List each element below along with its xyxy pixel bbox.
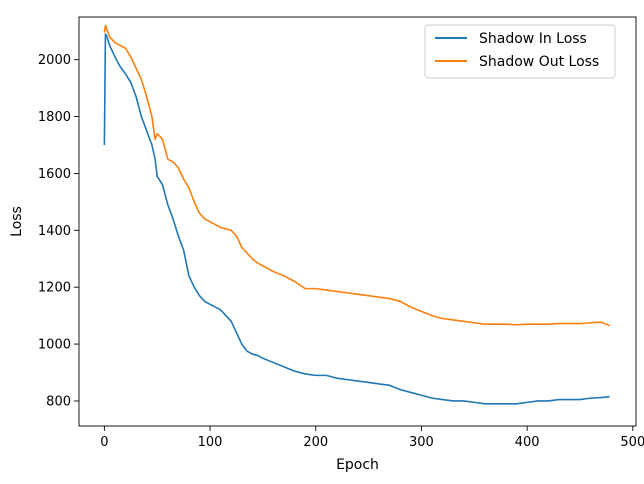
- x-axis-label: Epoch: [336, 457, 379, 473]
- y-tick-label: 1800: [38, 110, 71, 125]
- y-tick-label: 2000: [38, 53, 71, 68]
- legend: Shadow In Loss Shadow Out Loss: [424, 24, 616, 79]
- x-tick-label: 400: [515, 435, 540, 450]
- x-tick-label: 500: [620, 435, 644, 450]
- x-axis: 0 100 200 300 400 500: [100, 426, 644, 450]
- plot-frame: [78, 16, 637, 427]
- legend-box: [424, 24, 616, 79]
- x-tick-label: 100: [198, 435, 223, 450]
- series-line-0: [103, 33, 610, 405]
- y-tick-label: 1400: [38, 224, 71, 239]
- legend-label-shadow-out: Shadow Out Loss: [479, 54, 599, 70]
- y-tick-label: 1000: [38, 338, 71, 353]
- y-axis-label: Loss: [9, 206, 25, 237]
- plot-layer: [103, 24, 610, 405]
- x-tick-label: 200: [303, 435, 328, 450]
- legend-label-shadow-in: Shadow In Loss: [479, 31, 587, 47]
- series-line-1: [103, 24, 610, 327]
- x-tick-label: 0: [100, 435, 108, 450]
- x-tick-label: 300: [409, 435, 434, 450]
- y-tick-label: 1200: [38, 281, 71, 296]
- y-tick-label: 1600: [38, 167, 71, 182]
- y-tick-label: 800: [46, 394, 71, 409]
- y-axis: 800 1000 1200 1400 1600 1800 2000: [38, 53, 79, 409]
